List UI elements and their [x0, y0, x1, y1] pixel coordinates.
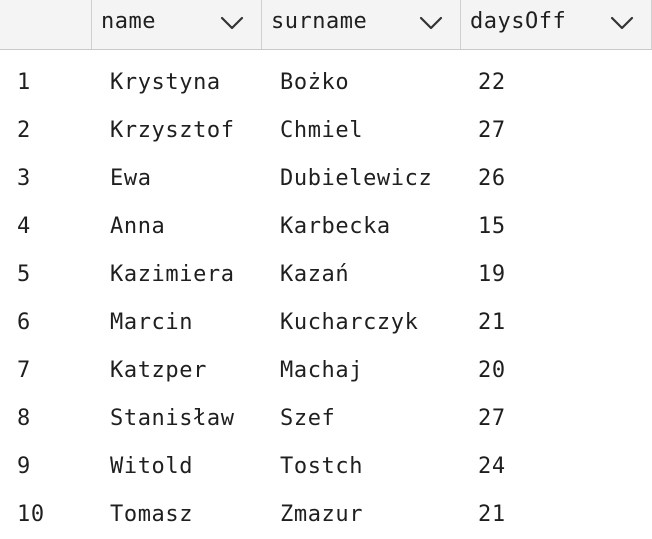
cell-surname[interactable]: Tostch	[280, 454, 364, 479]
table-row[interactable]: 4 Anna Karbecka 15	[0, 203, 652, 251]
row-index: 9	[17, 454, 31, 479]
cell-daysoff[interactable]: 27	[478, 118, 506, 143]
row-index: 8	[17, 406, 31, 431]
row-index: 7	[17, 358, 31, 383]
table-row[interactable]: 5 Kazimiera Kazań 19	[0, 251, 652, 299]
row-index: 2	[17, 118, 31, 143]
cell-surname[interactable]: Dubielewicz	[280, 166, 433, 191]
cell-daysoff[interactable]: 20	[478, 358, 506, 383]
table-row[interactable]: 7 Katzper Machaj 20	[0, 347, 652, 395]
cell-name[interactable]: Witold	[110, 454, 194, 479]
cell-name[interactable]: Marcin	[110, 310, 194, 335]
table-row[interactable]: 8 Stanisław Szef 27	[0, 395, 652, 443]
row-index: 3	[17, 166, 31, 191]
cell-surname[interactable]: Karbecka	[280, 214, 391, 239]
row-index: 5	[17, 262, 31, 287]
cell-daysoff[interactable]: 21	[478, 502, 506, 527]
cell-daysoff[interactable]: 22	[478, 70, 506, 95]
cell-daysoff[interactable]: 24	[478, 454, 506, 479]
cell-daysoff[interactable]: 26	[478, 166, 506, 191]
cell-name[interactable]: Ewa	[110, 166, 152, 191]
table-row[interactable]: 6 Marcin Kucharczyk 21	[0, 299, 652, 347]
cell-surname[interactable]: Chmiel	[280, 118, 364, 143]
grid-header: name surname daysOff	[0, 0, 652, 50]
table-row[interactable]: 9 Witold Tostch 24	[0, 443, 652, 491]
cell-daysoff[interactable]: 15	[478, 214, 506, 239]
cell-surname[interactable]: Zmazur	[280, 502, 364, 527]
cell-surname[interactable]: Kucharczyk	[280, 310, 419, 335]
row-index-header	[0, 0, 91, 49]
row-index: 4	[17, 214, 31, 239]
table-row[interactable]: 10 Tomasz Zmazur 21	[0, 491, 652, 539]
cell-name[interactable]: Krzysztof	[110, 118, 235, 143]
chevron-down-icon[interactable]	[609, 14, 635, 32]
row-index: 10	[17, 502, 45, 527]
cell-surname[interactable]: Kazań	[280, 262, 350, 287]
cell-name[interactable]: Anna	[110, 214, 166, 239]
table-row[interactable]: 3 Ewa Dubielewicz 26	[0, 155, 652, 203]
cell-daysoff[interactable]: 21	[478, 310, 506, 335]
table-row[interactable]: 1 Krystyna Bożko 22	[0, 59, 652, 107]
cell-name[interactable]: Katzper	[110, 358, 207, 383]
cell-surname[interactable]: Bożko	[280, 70, 350, 95]
column-header-label: name	[101, 9, 156, 34]
cell-daysoff[interactable]: 19	[478, 262, 506, 287]
cell-name[interactable]: Kazimiera	[110, 262, 235, 287]
cell-name[interactable]: Krystyna	[110, 70, 221, 95]
column-header-name[interactable]: name	[91, 0, 261, 49]
column-header-daysoff[interactable]: daysOff	[460, 0, 652, 49]
column-header-surname[interactable]: surname	[261, 0, 460, 49]
column-header-label: surname	[271, 9, 368, 34]
cell-surname[interactable]: Machaj	[280, 358, 364, 383]
column-header-label: daysOff	[470, 9, 567, 34]
row-index: 6	[17, 310, 31, 335]
cell-name[interactable]: Stanisław	[110, 406, 235, 431]
chevron-down-icon[interactable]	[418, 14, 444, 32]
cell-surname[interactable]: Szef	[280, 406, 336, 431]
cell-name[interactable]: Tomasz	[110, 502, 194, 527]
chevron-down-icon[interactable]	[219, 14, 245, 32]
cell-daysoff[interactable]: 27	[478, 406, 506, 431]
table-row[interactable]: 2 Krzysztof Chmiel 27	[0, 107, 652, 155]
row-index: 1	[17, 70, 31, 95]
